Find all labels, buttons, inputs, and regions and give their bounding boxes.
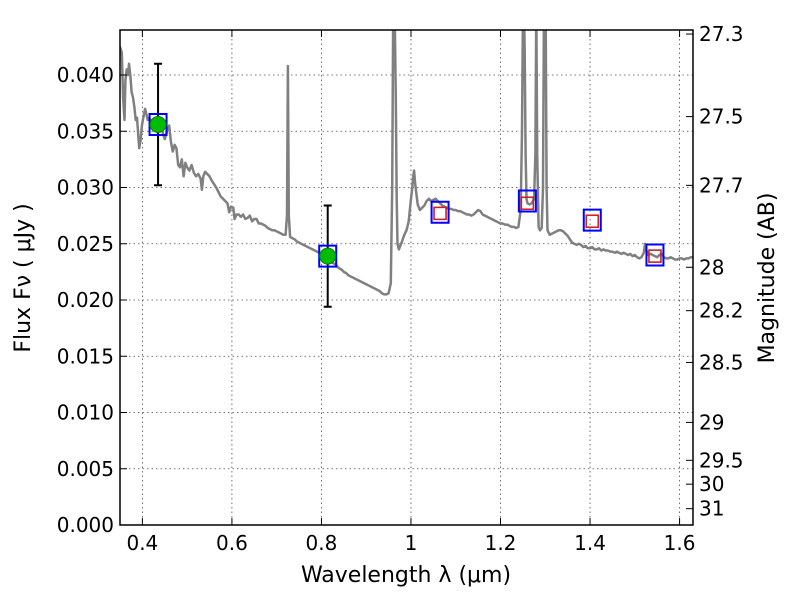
x-tick-label: 0.6 [216,531,248,555]
model-square-red [585,214,600,229]
model-square-blue [517,189,537,213]
y2-tick-label: 27.5 [699,105,744,129]
spectrum-line [120,30,693,296]
plot-data [120,30,693,308]
model-square-blue [645,243,665,267]
y2-tick-label: 31 [699,497,724,521]
y2-tick-label: 30 [699,472,724,496]
grid [120,30,693,526]
model-square-blue [582,208,602,232]
y-tick-label: 0.030 [57,176,114,200]
x-tick-label: 1.6 [664,531,696,555]
y-tick-label: 0.015 [57,344,114,368]
y-tick-label: 0.020 [57,288,114,312]
y-tick-label: 0.010 [57,401,114,425]
plot-frame [119,29,694,526]
model-square-red [648,249,662,263]
model-square-blue [430,200,450,224]
y-tick-label: 0.035 [57,119,114,143]
model-square-red [433,206,447,221]
y2-tick-label: 27.7 [699,173,744,197]
x-tick-label: 1 [405,531,418,555]
x-tick-label: 0.4 [126,531,158,555]
y2-tick-label: 29 [699,410,724,434]
y-axis-label: Flux Fν ( μJy ) [11,203,36,352]
ticks: 0.4 0.6 0.8 1 1.2 1.4 1.6 0.000 0.005 0.010 0.015 0… [57,22,744,555]
y-tick-label: 0.040 [57,63,114,87]
x-tick-label: 0.8 [306,531,338,555]
y2-tick-label: 27.3 [699,22,744,46]
y2-tick-label: 28.2 [699,299,744,323]
y-tick-label: 0.005 [57,457,114,481]
y-tick-label: 0.025 [57,232,114,256]
y2-tick-label: 29.5 [699,448,744,472]
y2-tick-label: 28 [699,255,724,279]
observed-point [319,247,337,265]
x-tick-label: 1.4 [574,531,606,555]
y2-axis-label: Magnitude (AB) [755,193,780,364]
model-square-red [520,196,535,211]
y2-tick-label: 28.5 [699,350,744,374]
x-tick-label: 1.2 [485,531,517,555]
y-tick-label: 0.000 [57,513,114,537]
observed-point [149,116,167,133]
x-axis-label: Wavelength λ (μm) [301,563,511,588]
